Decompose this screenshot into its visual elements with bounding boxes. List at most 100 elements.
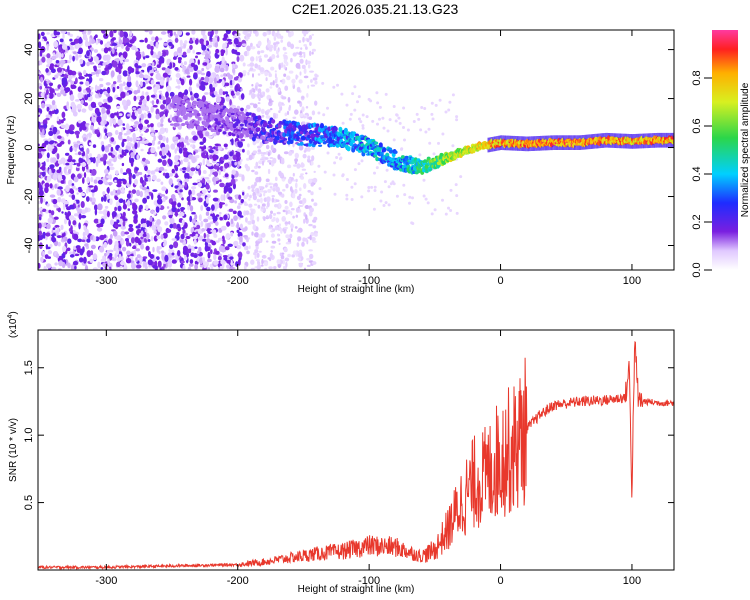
spectrogram-cell xyxy=(143,262,148,267)
spectrogram-cell xyxy=(286,110,290,116)
spectrogram-cell xyxy=(184,181,188,188)
spectrogram-cell xyxy=(53,40,59,48)
spectrogram-cell xyxy=(292,179,297,182)
spectrogram-cell xyxy=(91,116,96,123)
spectrogram-cell xyxy=(183,151,187,158)
spectrogram-cell xyxy=(64,218,67,225)
spectrogram-cell xyxy=(73,233,79,241)
spectrogram-cell xyxy=(135,71,140,75)
spectrogram-cell xyxy=(237,41,242,47)
spectrogram-cell xyxy=(204,53,210,60)
spectrogram-cell xyxy=(122,123,125,126)
spectrogram-cell xyxy=(147,259,153,266)
spectrogram-cell xyxy=(310,182,314,187)
spectrogram-cell xyxy=(292,215,295,219)
spectrogram-cell xyxy=(241,174,245,182)
spectrogram-cell xyxy=(51,55,57,60)
spectrogram-cell xyxy=(255,55,258,62)
spectrogram-cell xyxy=(57,196,62,203)
spectrogram-cell xyxy=(270,250,273,253)
spectrogram-cell xyxy=(111,37,115,41)
spectrogram-cell xyxy=(246,45,251,52)
spectrogram-cell xyxy=(93,179,98,184)
spectrogram-cell xyxy=(137,171,143,176)
spectrogram-cell xyxy=(398,121,402,125)
spectrogram-cell xyxy=(46,57,52,65)
spectrogram-cell xyxy=(180,62,184,68)
spectrogram-cell xyxy=(238,161,242,165)
spectrogram-cell xyxy=(309,253,314,260)
spectrogram-cell xyxy=(508,140,510,146)
spectrogram-cell xyxy=(265,144,270,150)
spectrogram-cell xyxy=(139,255,143,263)
spectrogram-cell xyxy=(46,263,52,269)
spectrogram-cell xyxy=(154,169,159,172)
spectrogram-cell xyxy=(288,104,291,109)
spectrogram-cell xyxy=(422,178,426,182)
spectrogram-cell xyxy=(38,121,41,128)
spectrogram-cell xyxy=(154,260,158,267)
spectrogram-cell xyxy=(169,244,174,250)
spectrogram-cell xyxy=(254,266,257,269)
spectrogram-cell xyxy=(77,37,83,44)
spectrogram-cell xyxy=(249,62,255,67)
spectrogram-cell xyxy=(126,80,132,88)
spectrogram-cell xyxy=(251,231,254,236)
spectrogram-cell xyxy=(107,144,112,148)
spectrogram-cell xyxy=(111,47,115,55)
spectrogram-cell xyxy=(262,32,267,37)
spectrogram-cell xyxy=(199,38,205,45)
spectrogram-cell xyxy=(265,88,270,93)
spectrogram-cell xyxy=(113,30,117,34)
spectrogram-cell xyxy=(262,128,266,133)
spectrogram-cell xyxy=(311,110,316,116)
spectrogram-cell xyxy=(198,214,202,222)
spectrogram-cell xyxy=(77,92,84,100)
spectrogram-cell xyxy=(204,241,208,247)
spectrogram-cell xyxy=(203,218,209,223)
spectrogram-cell xyxy=(307,155,311,159)
spectrogram-cell xyxy=(197,227,202,235)
spectrogram-cell xyxy=(163,42,168,46)
spectrogram-cell xyxy=(105,194,110,200)
spectrogram-cell xyxy=(38,181,41,188)
spectrogram-cell xyxy=(75,53,79,61)
spectrogram-cell xyxy=(192,182,198,186)
spectrogram-cell xyxy=(236,148,243,153)
spectrogram-cell xyxy=(57,207,61,213)
spectrogram-cell xyxy=(62,203,66,211)
spectrogram-cell xyxy=(382,126,386,130)
spectrogram-cell xyxy=(193,151,196,155)
spectrogram-cell xyxy=(303,267,307,270)
spectrogram-cell xyxy=(200,77,205,81)
spectrogram-cell xyxy=(67,238,72,244)
spectrogram-cell xyxy=(69,161,75,165)
spectrogram-cell xyxy=(76,246,81,253)
spectrogram-cell xyxy=(176,79,181,85)
spectrogram-cell xyxy=(213,91,218,96)
spectrogram-cell xyxy=(239,133,244,138)
spectrogram-cell xyxy=(156,219,162,225)
spectrogram-cell xyxy=(59,86,65,91)
spectrogram-cell xyxy=(256,188,260,194)
spectrogram-cell xyxy=(71,183,75,186)
spectrogram-cell xyxy=(161,67,166,71)
spectrogram-cell xyxy=(60,124,66,129)
spectrogram-cell xyxy=(162,215,167,220)
spectrogram-cell xyxy=(279,252,282,257)
spectrogram-cell xyxy=(100,218,105,225)
spectrogram-cell xyxy=(169,217,175,225)
spectrogram-cell xyxy=(245,38,249,42)
spectrogram-cell xyxy=(56,143,62,147)
spectrogram-cell xyxy=(382,204,386,207)
spectrogram-cell xyxy=(212,37,218,43)
spectrogram-cell xyxy=(447,206,450,210)
spectrogram-cell xyxy=(225,116,230,120)
spectrogram-cell xyxy=(191,30,196,35)
spectrogram-cell xyxy=(151,100,155,106)
spectrogram-cell xyxy=(275,136,280,141)
spectrogram-cell xyxy=(267,168,271,175)
spectrogram-cell xyxy=(301,96,305,99)
spectrogram-cell xyxy=(121,99,127,107)
